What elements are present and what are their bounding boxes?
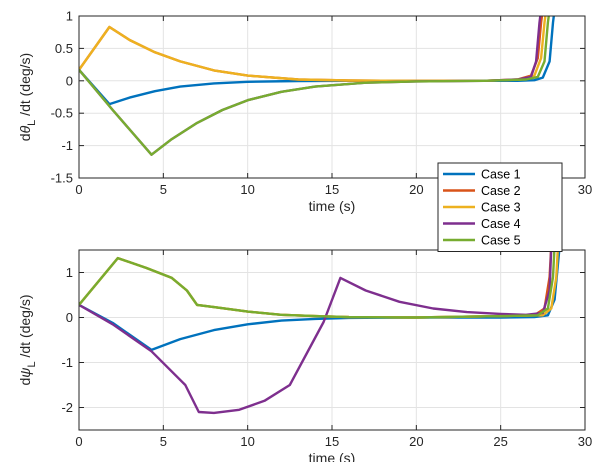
y-tick-label: -1 [61,138,73,153]
series-line-case-5 [79,16,550,156]
y-tick-label: -0.5 [51,106,73,121]
x-axis-label: time (s) [309,198,356,214]
x-tick-label: 15 [325,434,339,449]
legend-label-case-5: Case 5 [481,234,521,248]
x-tick-label: 10 [240,182,254,197]
y-tick-label: -1 [61,355,73,370]
y-tick-label: 1 [66,265,73,280]
x-axis-label: time (s) [309,450,356,462]
x-tick-label: 25 [493,434,507,449]
x-tick-label: 0 [75,182,82,197]
y-tick-label: 1 [66,9,73,24]
series-line-case-5 [79,250,556,319]
series-line-case-3 [79,16,547,82]
x-tick-label: 30 [578,182,592,197]
legend-label-case-1: Case 1 [481,168,521,182]
panel-2: 0 5 10 15 20 25 30 -2 -1 0 1 time (s) dψL /dt (deg/s… [17,249,592,462]
x-tick-label: 20 [409,434,423,449]
y-tick-label: 0.5 [55,41,73,56]
legend-label-case-2: Case 2 [481,184,521,198]
y-tick-label: -1.5 [51,171,73,186]
y-tick-label: -2 [61,400,73,415]
legend-label-case-3: Case 3 [481,201,521,215]
series-line-case-4 [79,250,553,415]
y-axis-label: dψL /dt (deg/s) [17,294,38,385]
y-tick-label: 0 [66,73,73,88]
x-tick-label: 5 [160,434,167,449]
legend: Case 1 Case 2 Case 3 Case 4 Case 5 [437,162,563,252]
x-tick-label: 10 [240,434,254,449]
x-tick-label: 0 [75,434,82,449]
legend-label-case-4: Case 4 [481,217,521,231]
series-group [79,250,561,415]
x-tick-label: 30 [578,434,592,449]
x-tick-label: 20 [409,182,423,197]
y-axis-label: dθL /dt (deg/s) [17,53,38,141]
x-tick-label: 15 [325,182,339,197]
y-tick-label: 0 [66,310,73,325]
series-group [79,16,556,156]
x-tick-label: 5 [160,182,167,197]
